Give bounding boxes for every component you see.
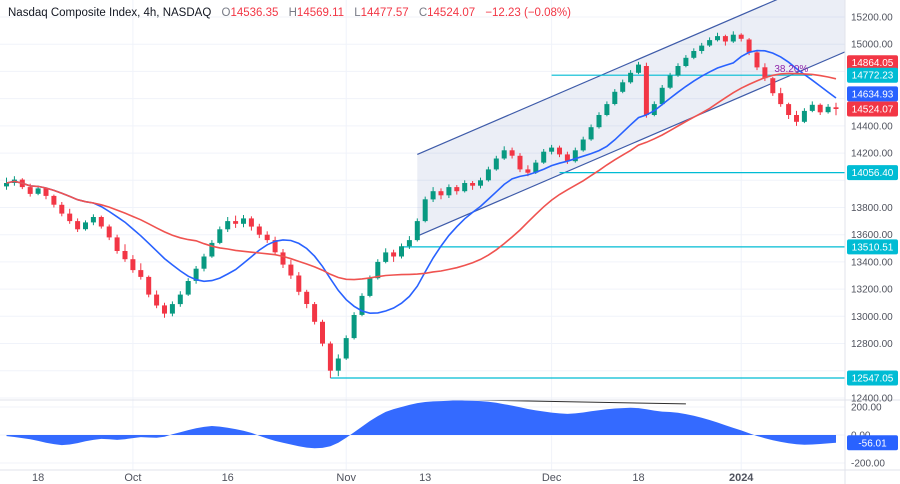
time-axis-label[interactable]: Dec bbox=[542, 472, 562, 484]
price-badge bbox=[847, 435, 898, 451]
price-badge bbox=[847, 165, 898, 181]
price-tick-label: 15000.00 bbox=[851, 40, 893, 51]
moving-averages bbox=[6, 49, 837, 315]
slow-ma-line bbox=[6, 72, 837, 281]
low-value: 14477.57 bbox=[360, 7, 409, 19]
price-tick-label: 12800.00 bbox=[851, 339, 893, 350]
high-value: 14569.11 bbox=[296, 7, 345, 19]
price-badge bbox=[847, 370, 898, 386]
price-badge-text: -56.01 bbox=[858, 438, 887, 449]
price-tick-label: 13000.00 bbox=[851, 312, 893, 323]
price-badges: 14864.05 14772.23 14634.93 14524.07 14056.40… bbox=[847, 55, 898, 451]
price-tick-label: 13600.00 bbox=[851, 230, 893, 241]
time-axis-label[interactable]: 16 bbox=[222, 472, 234, 484]
price-tick-label: 13200.00 bbox=[851, 285, 893, 296]
low-label: L bbox=[354, 7, 361, 19]
open-value: 14536.35 bbox=[230, 7, 279, 19]
price-axis-labels: 15200.00 15000.00 14400.00 14200.00 13800.00… bbox=[851, 13, 893, 470]
candlesticks bbox=[4, 31, 839, 378]
indicator-tick-label: -200.00 bbox=[851, 459, 885, 470]
price-tick-label: 13400.00 bbox=[851, 257, 893, 268]
channel-fill bbox=[417, 0, 845, 237]
price-badge-text: 14772.23 bbox=[852, 71, 894, 82]
indicator-trendline bbox=[472, 400, 686, 405]
price-tick-label: 12400.00 bbox=[851, 394, 893, 405]
price-badge bbox=[847, 101, 898, 117]
change-value: −12.23 (−0.08%) bbox=[485, 7, 571, 19]
open-label: O bbox=[221, 7, 231, 19]
time-axis-label[interactable]: Nov bbox=[336, 472, 356, 484]
channel-upper-line bbox=[417, 0, 778, 155]
fast-ma-line bbox=[6, 49, 837, 315]
fib-level-label: 38.20% bbox=[774, 64, 808, 75]
price-tick-label: 14400.00 bbox=[851, 121, 893, 132]
price-badge bbox=[847, 86, 898, 102]
price-badge-text: 12547.05 bbox=[852, 374, 894, 385]
price-badge-text: 14864.05 bbox=[852, 58, 894, 69]
close-label: C bbox=[418, 7, 428, 19]
price-badge-text: 14056.40 bbox=[852, 168, 894, 179]
price-badge bbox=[847, 239, 898, 255]
price-tick-label: 14200.00 bbox=[851, 149, 893, 160]
price-badge bbox=[847, 67, 898, 83]
time-axis-label[interactable]: Oct bbox=[124, 472, 141, 484]
time-axis-label[interactable]: 13 bbox=[419, 472, 431, 484]
ohlc-readout: O14536.35 H14569.11 L14477.57 C14524.07 … bbox=[214, 7, 571, 19]
price-tick-label: 13800.00 bbox=[851, 203, 893, 214]
indicator-tick-label: 200.00 bbox=[851, 403, 882, 414]
time-axis-label[interactable]: 2024 bbox=[729, 472, 754, 484]
symbol-description[interactable]: Nasdaq Composite Index, 4h, NASDAQ bbox=[8, 7, 212, 19]
price-badge-text: 13510.51 bbox=[852, 242, 894, 253]
price-badge-text: 14634.93 bbox=[852, 89, 894, 100]
horizontal-rays bbox=[330, 74, 845, 379]
price-badge-text: 14524.07 bbox=[852, 105, 894, 116]
price-badge bbox=[847, 55, 898, 71]
time-axis: 18 Oct 16 Nov 13 Dec 18 2024 bbox=[32, 472, 754, 484]
price-tick-label: 15200.00 bbox=[851, 13, 893, 24]
parallel-channel bbox=[417, 0, 845, 237]
indicator-area-path bbox=[6, 400, 836, 449]
chart-legend: Nasdaq Composite Index, 4h, NASDAQ O1453… bbox=[8, 7, 571, 19]
time-axis-label[interactable]: 18 bbox=[632, 472, 644, 484]
high-label: H bbox=[288, 7, 297, 19]
time-axis-label[interactable]: 18 bbox=[32, 472, 44, 484]
indicator-area bbox=[6, 400, 836, 449]
close-value: 14524.07 bbox=[427, 7, 476, 19]
